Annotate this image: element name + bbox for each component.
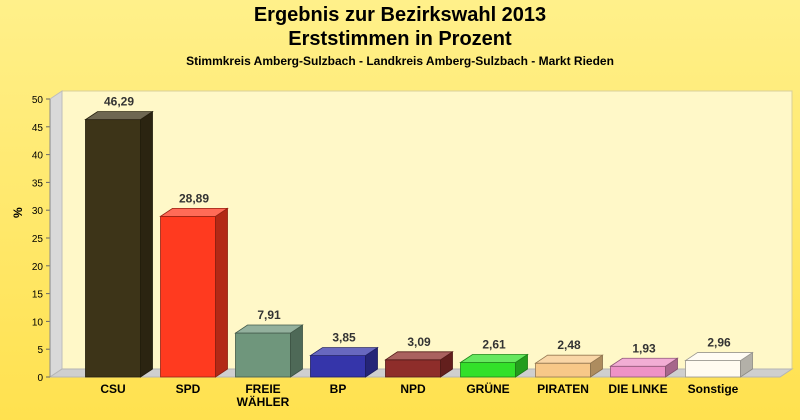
x-tick-label: NPD xyxy=(400,382,426,396)
x-tick-label: BP xyxy=(330,382,347,396)
bar xyxy=(460,362,516,378)
y-tick-label: 20 xyxy=(32,262,44,273)
data-label: 2,48 xyxy=(557,338,581,352)
bar-top xyxy=(609,357,679,367)
x-tick-label: CSU xyxy=(100,382,125,396)
x-tick-label: FREIE xyxy=(245,382,280,396)
bar-top xyxy=(159,207,229,217)
bar-side xyxy=(215,207,228,378)
bar-top xyxy=(384,351,454,361)
chart-subtitle: Erststimmen in Prozent xyxy=(288,28,512,50)
bar-side xyxy=(290,324,303,378)
bar-top xyxy=(684,352,754,361)
y-tick-label: 50 xyxy=(32,95,44,106)
x-tick-label: WÄHLER xyxy=(237,394,290,409)
y-tick-label: 5 xyxy=(37,345,43,356)
x-tick-label: Sonstige xyxy=(688,382,739,396)
bar-top xyxy=(309,347,379,356)
bar-top xyxy=(534,354,604,364)
data-label: 28,89 xyxy=(179,191,209,205)
bar xyxy=(235,332,291,378)
x-tick-label: GRÜNE xyxy=(466,381,509,396)
data-label: 46,29 xyxy=(104,95,134,109)
bar xyxy=(85,119,141,378)
x-tick-label: DIE LINKE xyxy=(608,382,667,396)
y-tick-label: 35 xyxy=(32,178,44,189)
bar xyxy=(310,355,366,378)
bar-top xyxy=(234,324,304,334)
x-tick-label: PIRATEN xyxy=(537,382,589,396)
y-tick-label: 30 xyxy=(32,206,44,217)
chart-title: Ergebnis zur Bezirkswahl 2013 xyxy=(253,4,547,26)
x-tick-label: SPD xyxy=(176,382,201,396)
bar xyxy=(160,215,216,378)
bar xyxy=(535,362,591,378)
y-tick-label: 0 xyxy=(37,373,43,384)
y-tick-label: 45 xyxy=(32,123,44,134)
data-label: 3,85 xyxy=(332,331,356,345)
y-tick-label: 10 xyxy=(32,317,44,328)
bar-side xyxy=(140,110,153,378)
data-label: 1,93 xyxy=(632,341,656,355)
chart-region-subtitle: Stimmkreis Amberg-Sulzbach - Landkreis A… xyxy=(186,54,614,68)
y-tick-label: 15 xyxy=(32,290,44,301)
bar xyxy=(385,359,441,378)
data-label: 7,91 xyxy=(257,308,281,322)
data-label: 2,96 xyxy=(707,336,731,350)
data-label: 2,61 xyxy=(482,337,506,351)
bar xyxy=(685,360,741,378)
plot-left-wall xyxy=(49,90,63,378)
bar-top xyxy=(459,354,529,363)
bar-top xyxy=(84,111,154,121)
y-tick-label: 40 xyxy=(32,151,44,162)
data-label: 3,09 xyxy=(407,335,431,349)
bar xyxy=(610,365,666,378)
y-tick-label: 25 xyxy=(32,234,44,245)
